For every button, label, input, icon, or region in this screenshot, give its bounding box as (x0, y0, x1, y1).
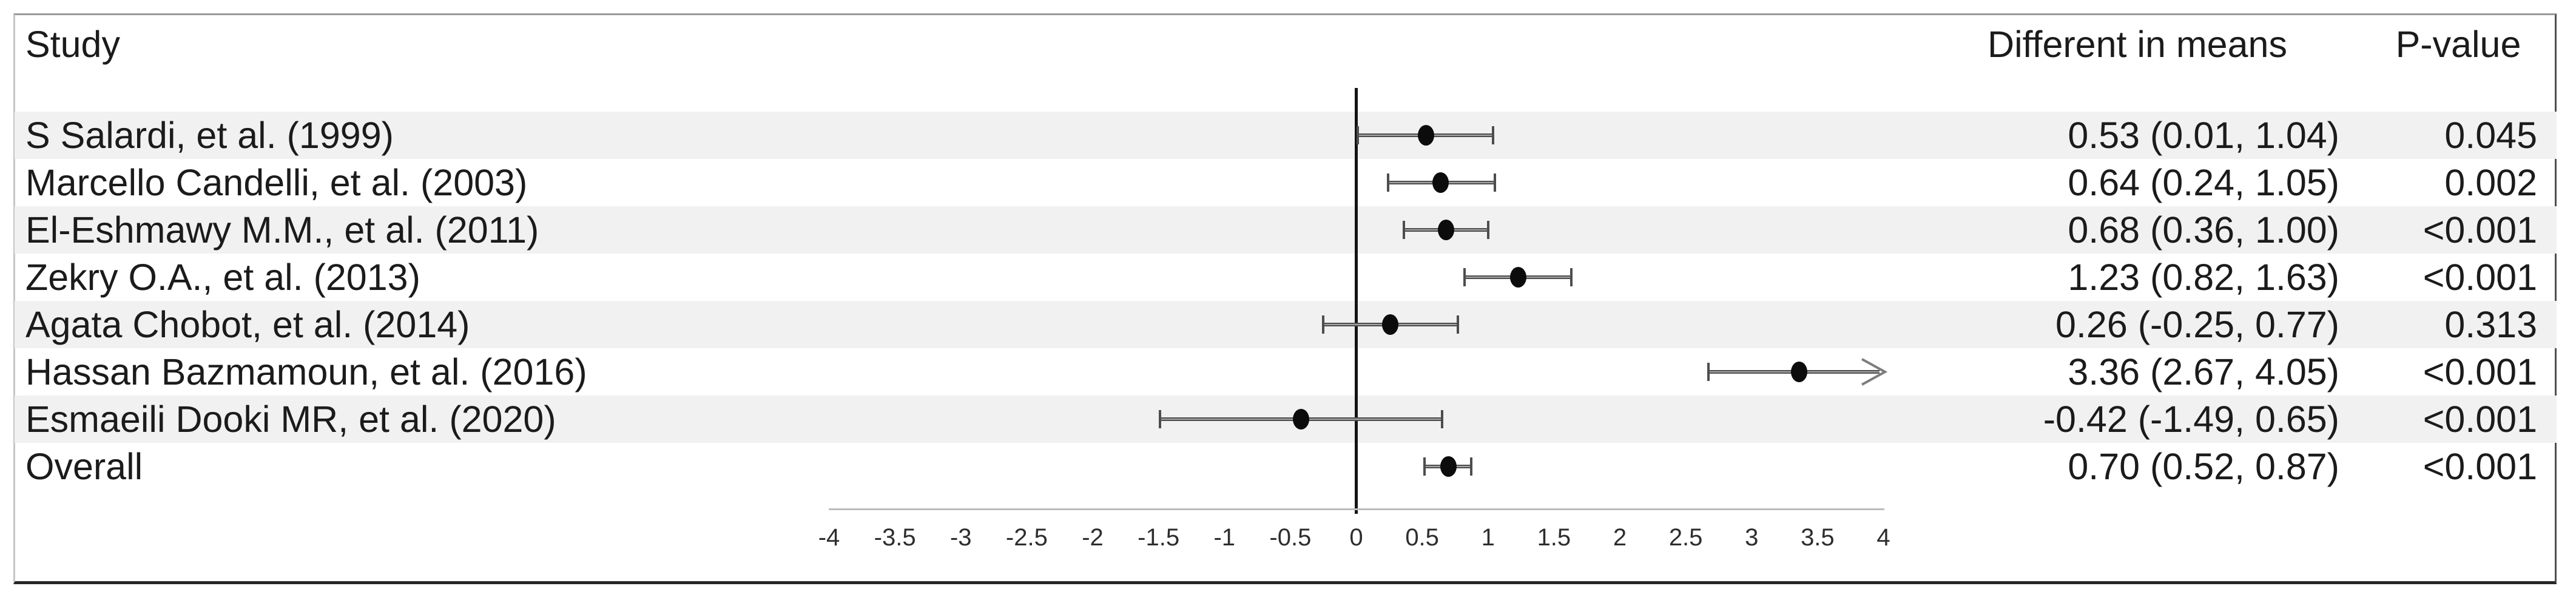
plot-frame (13, 13, 2557, 584)
study-label: Overall (25, 446, 143, 487)
ci-cap-left (1386, 173, 1389, 192)
ci-cap-left (1158, 410, 1161, 428)
column-header-study: Study (25, 24, 120, 65)
study-label: Esmaeili Dooki MR, et al. (2020) (25, 399, 556, 440)
axis-tick-label: 2.5 (1668, 524, 1703, 551)
point-marker (1418, 125, 1435, 146)
means-value: 3.36 (2.67, 4.05) (2068, 351, 2339, 392)
x-axis-line (829, 508, 1884, 510)
study-label: Zekry O.A., et al. (2013) (25, 257, 420, 298)
ci-cap-left (1423, 457, 1426, 476)
axis-tick-label: 4 (1876, 524, 1890, 551)
axis-tick-label: -4 (818, 524, 840, 551)
study-label: S Salardi, et al. (1999) (25, 115, 394, 156)
p-value: <0.001 (2423, 399, 2537, 440)
ci-cap-right (1469, 457, 1472, 476)
study-label: Agata Chobot, et al. (2014) (25, 304, 470, 345)
axis-tick-label: 3 (1745, 524, 1759, 551)
row-band (15, 112, 2557, 159)
means-value: 0.53 (0.01, 1.04) (2068, 115, 2339, 156)
ci-cap-left (1463, 268, 1466, 286)
axis-tick-label: 2 (1613, 524, 1627, 551)
p-value: 0.313 (2444, 304, 2537, 345)
study-label: El-Eshmawy M.M., et al. (2011) (25, 209, 539, 251)
p-value: <0.001 (2423, 351, 2537, 392)
p-value: 0.002 (2444, 162, 2537, 203)
study-label: Marcello Candelli, et al. (2003) (25, 162, 528, 203)
ci-cap-right (1440, 410, 1443, 428)
row-band (15, 301, 2557, 348)
column-header-means: Different in means (1988, 24, 2287, 65)
means-value: 0.70 (0.52, 0.87) (2068, 446, 2339, 487)
axis-tick-label: -2 (1082, 524, 1104, 551)
axis-tick-label: 3.5 (1801, 524, 1835, 551)
ci-cap-left (1707, 363, 1710, 381)
axis-tick-label: -2.5 (1005, 524, 1048, 551)
axis-tick-label: -0.5 (1269, 524, 1312, 551)
study-label: Hassan Bazmamoun, et al. (2016) (25, 351, 587, 392)
ci-cap-left (1356, 126, 1359, 144)
point-marker (1292, 409, 1309, 430)
ci-cap-right (1486, 221, 1489, 239)
p-value: <0.001 (2423, 257, 2537, 298)
axis-tick-label: 0.5 (1405, 524, 1439, 551)
ci-cap-left (1322, 315, 1325, 334)
p-value: <0.001 (2423, 446, 2537, 487)
point-marker (1790, 362, 1807, 382)
ci-cap-right (1492, 126, 1495, 144)
ci-cap-right (1456, 315, 1459, 334)
p-value: 0.045 (2444, 115, 2537, 156)
means-value: 0.64 (0.24, 1.05) (2068, 162, 2339, 203)
column-header-pvalue: P-value (2395, 24, 2521, 65)
ci-cap-right (1570, 268, 1573, 286)
axis-tick-label: 0 (1349, 524, 1363, 551)
point-marker (1432, 172, 1449, 193)
point-marker (1510, 267, 1527, 288)
axis-tick-label: 1.5 (1537, 524, 1571, 551)
zero-reference-line (1355, 88, 1358, 514)
point-marker (1382, 314, 1399, 335)
axis-tick-label: 1 (1481, 524, 1495, 551)
point-marker (1437, 220, 1454, 240)
row-band (15, 206, 2557, 254)
ci-cap-left (1402, 221, 1405, 239)
means-value: 0.26 (-0.25, 0.77) (2055, 304, 2339, 345)
overflow-arrow-icon (1861, 358, 1887, 386)
axis-tick-label: -3.5 (874, 524, 916, 551)
point-marker (1440, 456, 1457, 477)
means-value: 1.23 (0.82, 1.63) (2068, 257, 2339, 298)
means-value: 0.68 (0.36, 1.00) (2068, 209, 2339, 251)
axis-tick-label: -1 (1213, 524, 1236, 551)
p-value: <0.001 (2423, 209, 2537, 251)
axis-tick-label: -1.5 (1138, 524, 1180, 551)
ci-cap-right (1493, 173, 1496, 192)
axis-tick-label: -3 (949, 524, 972, 551)
means-value: -0.42 (-1.49, 0.65) (2043, 399, 2339, 440)
